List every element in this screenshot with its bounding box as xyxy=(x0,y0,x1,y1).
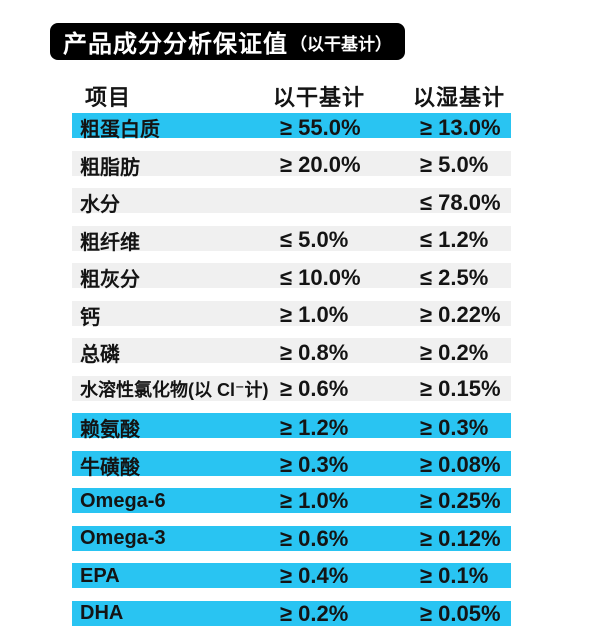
column-header-wet-basis: 以湿基计 xyxy=(413,85,506,110)
dry-basis-value: ≤ 5.0% xyxy=(280,227,349,252)
dry-basis-value: ≥ 0.6% xyxy=(280,375,349,401)
ingredient-name: 赖氨酸 xyxy=(80,419,140,441)
wet-basis-value: ≥ 0.12% xyxy=(420,525,501,551)
wet-basis-value: ≤ 1.2% xyxy=(420,227,489,252)
ingredient-name: 水分 xyxy=(80,194,120,216)
table-row: 水溶性氯化物(以 Cl⁻计) ≥ 0.6% ≥ 0.15% xyxy=(72,375,511,401)
dry-basis-value: ≥ 0.3% xyxy=(280,452,349,477)
ingredient-name: 牛磺酸 xyxy=(80,456,140,479)
dry-basis-value: ≥ 1.0% xyxy=(280,302,349,327)
table-row: Omega-6 ≥ 1.0% ≥ 0.25% xyxy=(72,488,511,513)
wet-basis-value: ≥ 0.08% xyxy=(420,452,501,477)
table-row: 总磷 ≥ 0.8% ≥ 0.2% xyxy=(72,338,511,366)
wet-basis-value: ≥ 13.0% xyxy=(420,114,501,140)
wet-basis-value: ≥ 0.25% xyxy=(420,488,501,513)
table-row: 赖氨酸 ≥ 1.2% ≥ 0.3% xyxy=(72,413,511,441)
column-header-item: 项目 xyxy=(85,85,132,110)
table-body: 粗蛋白质 ≥ 55.0% ≥ 13.0% 粗脂肪 ≥ 20.0% ≥ 5.0% 水分 ≤ 78… xyxy=(72,113,511,626)
ingredient-name: Omega-6 xyxy=(80,489,166,512)
column-header-dry-basis: 以干基计 xyxy=(273,85,366,110)
ingredient-name: 总磷 xyxy=(80,344,120,366)
dry-basis-value: ≥ 0.4% xyxy=(280,563,349,588)
table-row: Omega-3 ≥ 0.6% ≥ 0.12% xyxy=(72,525,511,551)
dry-basis-value: ≥ 1.0% xyxy=(280,488,349,513)
table-row: 粗纤维 ≤ 5.0% ≤ 1.2% xyxy=(72,225,511,254)
wet-basis-value: ≥ 0.2% xyxy=(420,339,489,365)
ingredient-name: 钙 xyxy=(80,306,100,329)
table-row: 钙 ≥ 1.0% ≥ 0.22% xyxy=(72,300,511,329)
ingredient-name: 粗蛋白质 xyxy=(80,119,160,141)
ingredient-name: DHA xyxy=(80,602,124,624)
ingredient-name: Omega-3 xyxy=(80,527,166,549)
table-header-row: 项目 以干基计 以湿基计 xyxy=(72,80,511,110)
dry-basis-value: ≥ 0.8% xyxy=(280,339,349,365)
table-row: 粗蛋白质 ≥ 55.0% ≥ 13.0% xyxy=(72,113,511,141)
ingredient-name: 粗脂肪 xyxy=(80,156,140,179)
dry-basis-value: ≥ 20.0% xyxy=(280,152,361,177)
page-title-qualifier: （以干基计） xyxy=(290,35,392,54)
ingredient-name: 粗灰分 xyxy=(80,269,140,291)
page-title: 产品成分分析保证值 xyxy=(63,31,288,58)
dry-basis-value: ≥ 55.0% xyxy=(280,114,361,140)
wet-basis-value: ≥ 0.15% xyxy=(420,375,501,401)
table-row: DHA ≥ 0.2% ≥ 0.05% xyxy=(72,600,511,626)
wet-basis-value: ≤ 2.5% xyxy=(420,264,489,290)
wet-basis-value: ≥ 0.22% xyxy=(420,302,501,327)
dry-basis-value: ≥ 1.2% xyxy=(280,414,349,440)
dry-basis-value: ≤ 10.0% xyxy=(280,264,361,290)
wet-basis-value: ≥ 0.3% xyxy=(420,414,489,440)
ingredient-name: EPA xyxy=(80,564,120,587)
table-row: 牛磺酸 ≥ 0.3% ≥ 0.08% xyxy=(72,450,511,479)
wet-basis-value: ≥ 0.1% xyxy=(420,563,489,588)
ingredient-name: 水溶性氯化物(以 Cl⁻计) xyxy=(80,379,269,400)
nutrition-table: 项目 以干基计 以湿基计 粗蛋白质 ≥ 55.0% ≥ 13.0% 粗脂肪 ≥ 20.0… xyxy=(72,80,511,626)
ingredient-name: 粗纤维 xyxy=(80,231,140,254)
dry-basis-value: ≥ 0.2% xyxy=(280,600,349,626)
table-row: 水分 ≤ 78.0% xyxy=(72,188,511,216)
title-badge: 产品成分分析保证值 （以干基计） xyxy=(50,23,405,60)
dry-basis-value: ≥ 0.6% xyxy=(280,525,349,551)
table-row: 粗脂肪 ≥ 20.0% ≥ 5.0% xyxy=(72,150,511,179)
wet-basis-value: ≥ 5.0% xyxy=(420,152,489,177)
wet-basis-value: ≥ 0.05% xyxy=(420,600,501,626)
wet-basis-value: ≤ 78.0% xyxy=(420,189,501,215)
table-row: EPA ≥ 0.4% ≥ 0.1% xyxy=(72,563,511,588)
table-row: 粗灰分 ≤ 10.0% ≤ 2.5% xyxy=(72,263,511,291)
